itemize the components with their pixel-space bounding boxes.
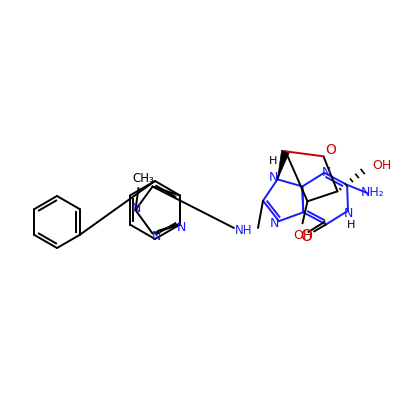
Text: N: N xyxy=(152,230,161,243)
Text: OH: OH xyxy=(372,159,391,172)
Text: N: N xyxy=(322,166,331,179)
Text: CH₃: CH₃ xyxy=(133,172,154,184)
Text: NH: NH xyxy=(235,224,253,236)
Text: N: N xyxy=(270,217,280,230)
Text: N: N xyxy=(132,202,141,216)
Text: O: O xyxy=(300,229,312,244)
Text: H: H xyxy=(269,156,278,166)
Polygon shape xyxy=(278,150,289,179)
Text: H: H xyxy=(347,220,355,230)
Text: N: N xyxy=(343,207,353,220)
Text: OH: OH xyxy=(293,229,312,242)
Text: N: N xyxy=(269,171,278,184)
Text: O: O xyxy=(325,143,336,157)
Text: NH₂: NH₂ xyxy=(361,186,385,199)
Text: N: N xyxy=(176,221,186,234)
